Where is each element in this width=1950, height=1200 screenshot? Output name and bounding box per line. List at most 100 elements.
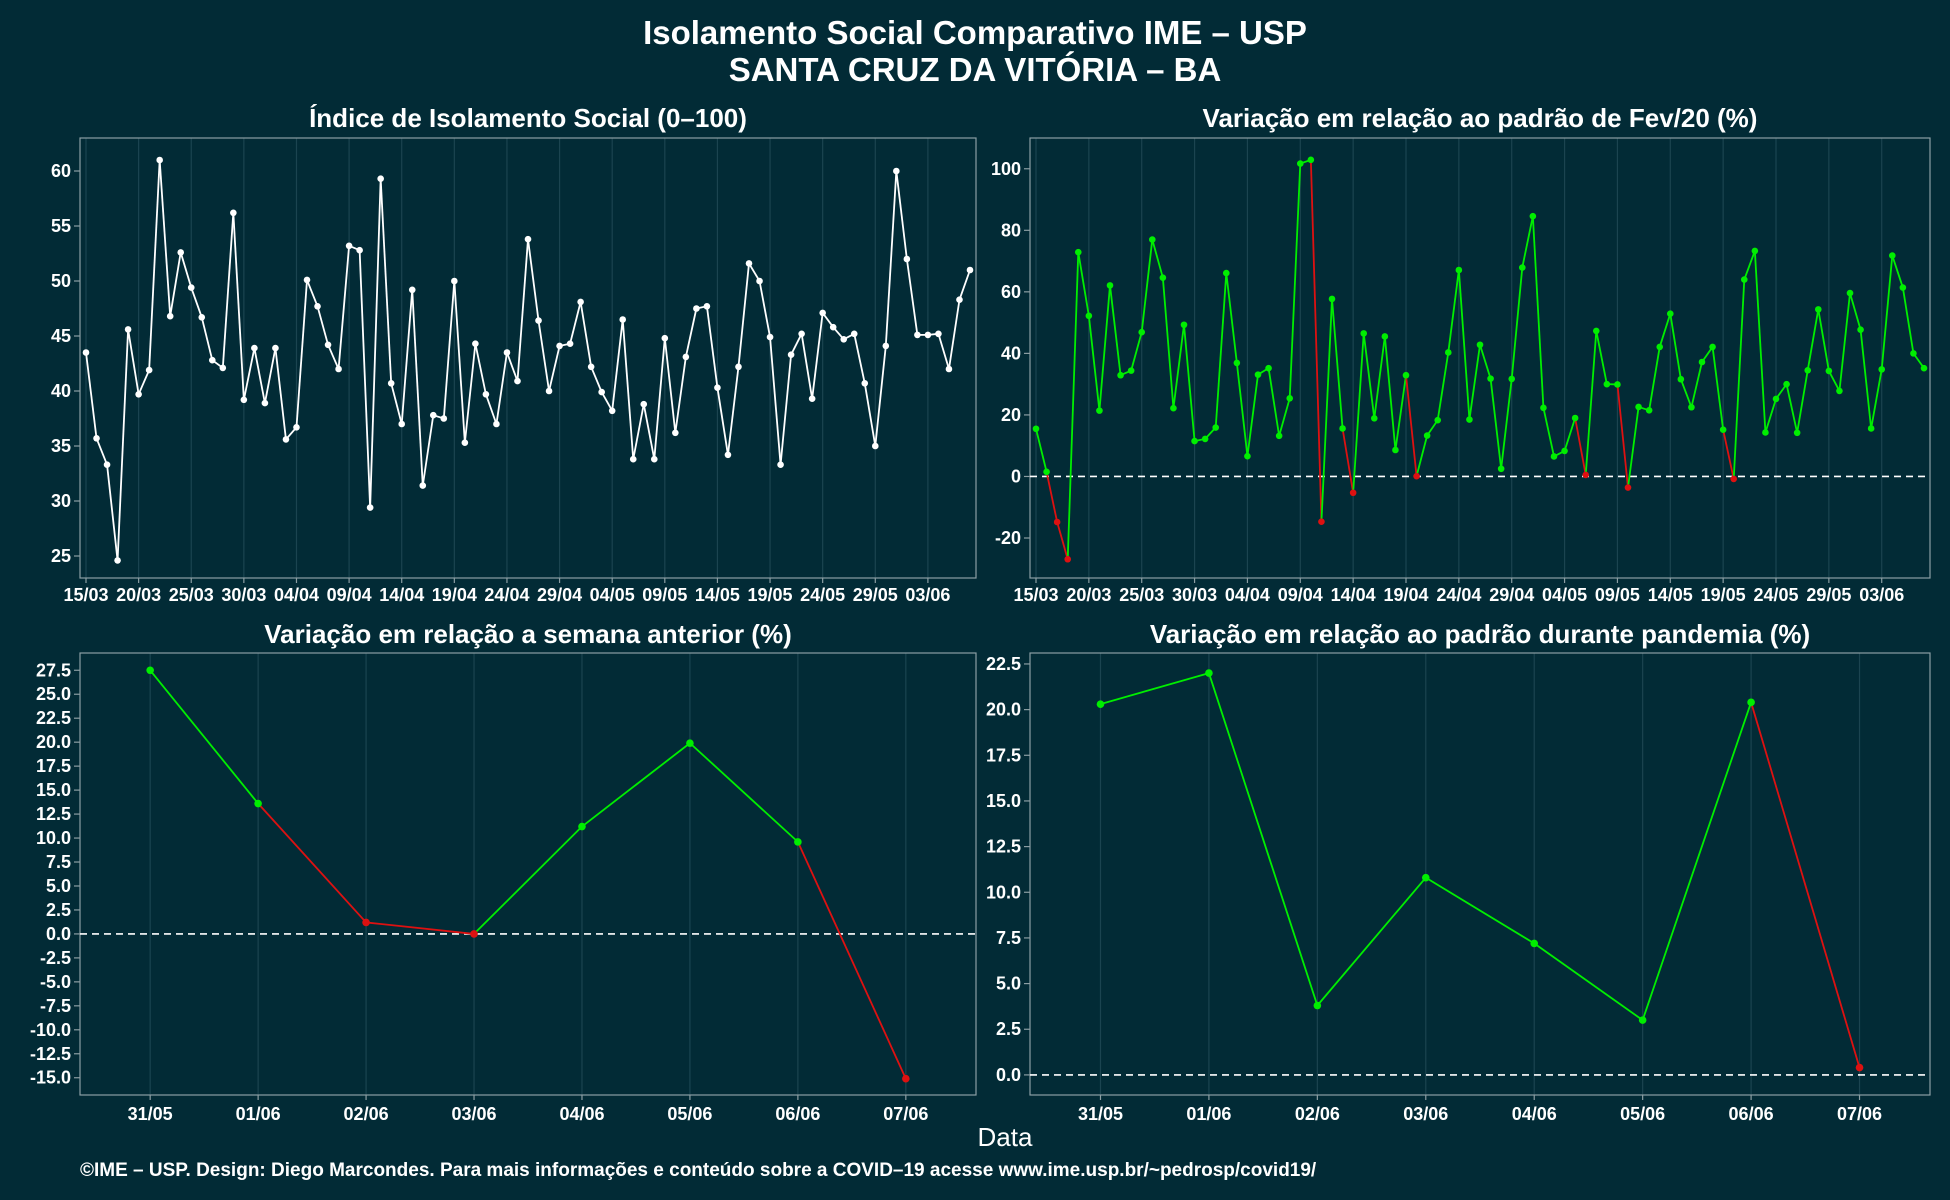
y-tick-label: 45 bbox=[51, 326, 71, 346]
data-point bbox=[798, 330, 805, 338]
data-point bbox=[272, 344, 279, 352]
series-segment bbox=[569, 301, 582, 344]
data-point bbox=[1487, 375, 1494, 382]
data-point bbox=[146, 666, 154, 675]
x-tick-label: 03/06 bbox=[1859, 585, 1904, 605]
series-segment bbox=[473, 825, 583, 935]
x-tick-label: 24/05 bbox=[800, 585, 845, 605]
x-tick-label: 24/04 bbox=[1436, 585, 1481, 605]
data-point bbox=[1624, 484, 1632, 491]
series-segment bbox=[1806, 309, 1820, 371]
y-tick-label: 12.5 bbox=[986, 837, 1021, 857]
series-segment bbox=[1288, 163, 1302, 399]
series-segment bbox=[306, 279, 319, 307]
series-segment bbox=[1901, 287, 1915, 354]
data-point bbox=[1497, 465, 1505, 473]
series-segment bbox=[1785, 383, 1799, 433]
series-segment bbox=[600, 391, 613, 412]
panel-indice: Índice de Isolamento Social (0–100) 25 30 3… bbox=[51, 103, 977, 605]
data-point bbox=[1360, 330, 1368, 337]
y-tick-label: 17.5 bbox=[36, 756, 71, 776]
series-segment bbox=[274, 347, 287, 440]
data-point bbox=[1614, 381, 1621, 388]
data-point bbox=[1328, 295, 1336, 303]
series-segment bbox=[1489, 378, 1503, 469]
series-segment bbox=[1320, 298, 1333, 522]
data-point bbox=[1762, 429, 1769, 436]
data-point bbox=[777, 461, 784, 469]
data-point bbox=[1286, 395, 1294, 402]
y-tick-label: -5.0 bbox=[40, 972, 71, 992]
data-point bbox=[650, 455, 658, 463]
data-point bbox=[482, 391, 490, 398]
series-segment bbox=[1838, 292, 1851, 392]
data-point bbox=[1550, 453, 1558, 460]
data-point bbox=[1127, 367, 1135, 374]
y-tick-label: 55 bbox=[51, 216, 71, 236]
data-point bbox=[240, 396, 248, 404]
y-tick-label: -10.0 bbox=[30, 1020, 71, 1040]
y-tick-label: 40 bbox=[51, 381, 71, 401]
data-point bbox=[686, 739, 694, 747]
x-tick-label: 05/06 bbox=[667, 1104, 712, 1124]
data-point bbox=[693, 305, 700, 312]
series-segment bbox=[127, 329, 140, 395]
data-point bbox=[503, 349, 511, 356]
series-segment bbox=[1151, 239, 1164, 278]
series-segment bbox=[253, 347, 266, 404]
series-segment bbox=[337, 245, 350, 370]
series-segment bbox=[895, 170, 908, 260]
data-point bbox=[1455, 266, 1463, 274]
data-point bbox=[1392, 446, 1399, 454]
data-point bbox=[1666, 310, 1674, 317]
data-point bbox=[1530, 939, 1539, 948]
data-point bbox=[1540, 404, 1547, 412]
series-segment bbox=[232, 212, 245, 400]
data-point bbox=[661, 334, 669, 342]
y-tick-label: 0 bbox=[1011, 466, 1021, 486]
y-tick-label: -15.0 bbox=[30, 1068, 71, 1088]
data-point bbox=[1244, 452, 1251, 460]
x-tick-label: 25/03 bbox=[1119, 585, 1164, 605]
data-point bbox=[1265, 364, 1272, 372]
y-tick-label: 2.5 bbox=[46, 900, 71, 920]
data-point bbox=[935, 330, 942, 338]
data-point bbox=[124, 326, 132, 333]
x-tick-label: 07/06 bbox=[883, 1104, 928, 1124]
series-segment bbox=[579, 301, 593, 367]
data-point bbox=[766, 333, 774, 341]
x-tick-label: 20/03 bbox=[1066, 585, 1111, 605]
series-segment bbox=[1521, 215, 1534, 268]
y-tick-label: 80 bbox=[1001, 220, 1021, 240]
series-segment bbox=[1066, 252, 1080, 560]
series-segment bbox=[316, 306, 329, 346]
y-tick-label: -20 bbox=[995, 528, 1021, 548]
data-point bbox=[1349, 489, 1357, 497]
series-segment bbox=[1563, 417, 1576, 452]
data-point bbox=[756, 277, 763, 285]
x-tick-label: 06/06 bbox=[1729, 1104, 1774, 1124]
series-segment bbox=[684, 308, 698, 358]
x-tick-label: 14/04 bbox=[1331, 585, 1376, 605]
y-tick-label: 7.5 bbox=[996, 928, 1021, 948]
data-point bbox=[587, 363, 595, 371]
data-point bbox=[566, 340, 574, 348]
data-point bbox=[282, 436, 290, 443]
data-point bbox=[794, 838, 802, 846]
series-segment bbox=[1362, 333, 1376, 419]
data-point bbox=[619, 316, 627, 323]
series-segment bbox=[1208, 672, 1319, 1006]
y-tick-label: 35 bbox=[51, 436, 71, 456]
x-tick-label: 19/05 bbox=[748, 585, 793, 605]
data-point bbox=[1747, 698, 1755, 707]
series-segment bbox=[948, 299, 961, 370]
data-point bbox=[1296, 160, 1304, 167]
data-point bbox=[145, 366, 153, 374]
series-segment bbox=[421, 415, 435, 486]
series-segment bbox=[85, 352, 98, 439]
series-segment bbox=[1627, 406, 1640, 488]
data-point bbox=[166, 312, 174, 320]
data-point bbox=[1106, 282, 1114, 289]
series-segment bbox=[474, 343, 487, 395]
